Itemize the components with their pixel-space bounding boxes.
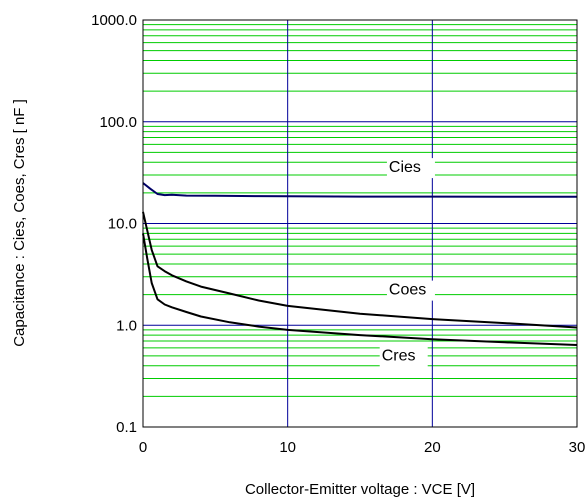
minor-gridlines: [143, 24, 577, 397]
y-tick-label: 100.0: [99, 114, 137, 131]
plot-frame: [142, 19, 578, 428]
y-tick-labels: 0.1 1.0 10.0 100.0 1000.0: [91, 12, 137, 436]
series-line-cies: [142, 182, 577, 198]
x-tick-label: 30: [569, 439, 585, 456]
series-labels: Cies Coes Cres: [379, 158, 435, 367]
y-tick-label: 0.1: [116, 419, 137, 436]
series-label-coes: Coes: [389, 282, 426, 299]
x-tick-label: 20: [424, 439, 441, 456]
x-tick-labels: 0 10 20 30: [139, 439, 585, 456]
series-label-cres: Cres: [382, 348, 416, 365]
series-label-cies: Cies: [389, 159, 421, 176]
series-label-bg: [379, 346, 428, 367]
series-label-bg: [386, 280, 435, 301]
series-label-bg: [386, 158, 435, 179]
x-tick-label: 0: [139, 439, 147, 456]
series-line-cres: [142, 233, 578, 346]
y-tick-label: 1000.0: [91, 12, 137, 29]
x-axis-label: Collector-Emitter voltage : VCE [V]: [245, 481, 475, 498]
x-tick-label: 10: [279, 439, 296, 456]
y-axis-label: Capacitance : Cies, Coes, Cres [ nF ]: [11, 99, 28, 347]
y-tick-label: 1.0: [116, 317, 137, 334]
y-tick-label: 10.0: [108, 216, 137, 233]
series-line-coes: [142, 211, 578, 329]
series-lines: [142, 182, 578, 346]
